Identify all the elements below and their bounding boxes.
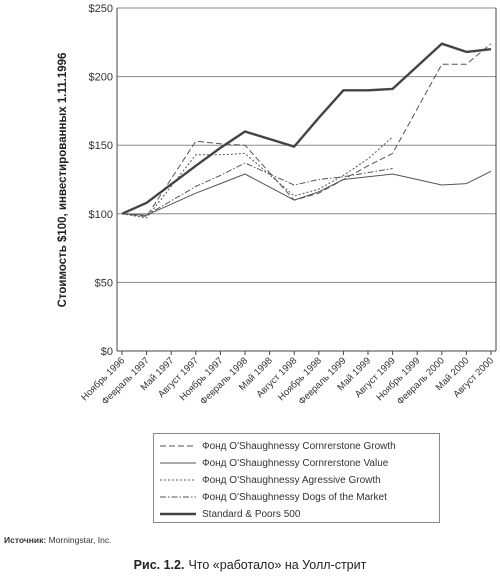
legend-swatch-dashdot <box>160 496 196 498</box>
series-line-2 <box>121 136 393 219</box>
caption-number: Рис. 1.2. <box>133 558 185 572</box>
figure-caption: Рис. 1.2. Что «работало» на Уолл-стрит <box>0 558 500 572</box>
y-tick-label: $200 <box>89 72 113 84</box>
legend-item-cornerstone-growth: Фонд O'Shaughnessy Cornrerstone Growth <box>160 438 396 454</box>
legend-item-cornerstone-value: Фонд O'Shaughnessy Cornrerstone Value <box>160 455 388 471</box>
series-line-1 <box>121 170 492 216</box>
legend-swatch-dotted <box>160 479 196 481</box>
legend-swatch-solid <box>160 462 196 464</box>
y-tick-label: $100 <box>89 209 113 221</box>
y-axis-label: Стоимость $100, инвестированных 1.11.199… <box>57 53 69 308</box>
gridlines <box>117 7 496 352</box>
y-tick-label: $150 <box>89 140 113 152</box>
legend-label: Фонд O'Shaughnessy Cornrerstone Value <box>202 457 389 469</box>
legend-label: Standard & Poors 500 <box>202 508 301 520</box>
series-line-3 <box>121 162 393 216</box>
legend-swatch-thick <box>160 512 196 516</box>
legend-item-dogs-of-the-market: Фонд O'Shaughnessy Dogs of the Market <box>160 489 387 505</box>
legend-swatch-dashed <box>160 445 196 447</box>
source-label: Источник: <box>4 535 47 545</box>
series-line-4 <box>121 42 492 215</box>
series-line-0 <box>121 43 492 217</box>
y-tick-label: $50 <box>95 277 113 289</box>
y-tick-label: $0 <box>101 346 113 358</box>
source-text: Morningstar, Inc. <box>48 535 112 545</box>
legend-label: Фонд O'Shaughnessy Dogs of the Market <box>202 491 387 503</box>
legend-item-sp500: Standard & Poors 500 <box>160 506 300 522</box>
source-note: Источник: Morningstar, Inc. <box>4 535 111 545</box>
caption-text: Что «работало» на Уолл-стрит <box>188 558 367 572</box>
y-tick-label: $250 <box>89 3 113 15</box>
series-lines <box>121 42 492 219</box>
axes <box>116 8 497 355</box>
legend-label: Фонд O'Shaughnessy Agressive Growth <box>202 474 381 486</box>
chart-legend: Фонд O'Shaughnessy Cornrerstone Growth Ф… <box>153 433 440 523</box>
legend-item-agressive-growth: Фонд O'Shaughnessy Agressive Growth <box>160 472 381 488</box>
legend-label: Фонд O'Shaughnessy Cornrerstone Growth <box>202 440 396 452</box>
